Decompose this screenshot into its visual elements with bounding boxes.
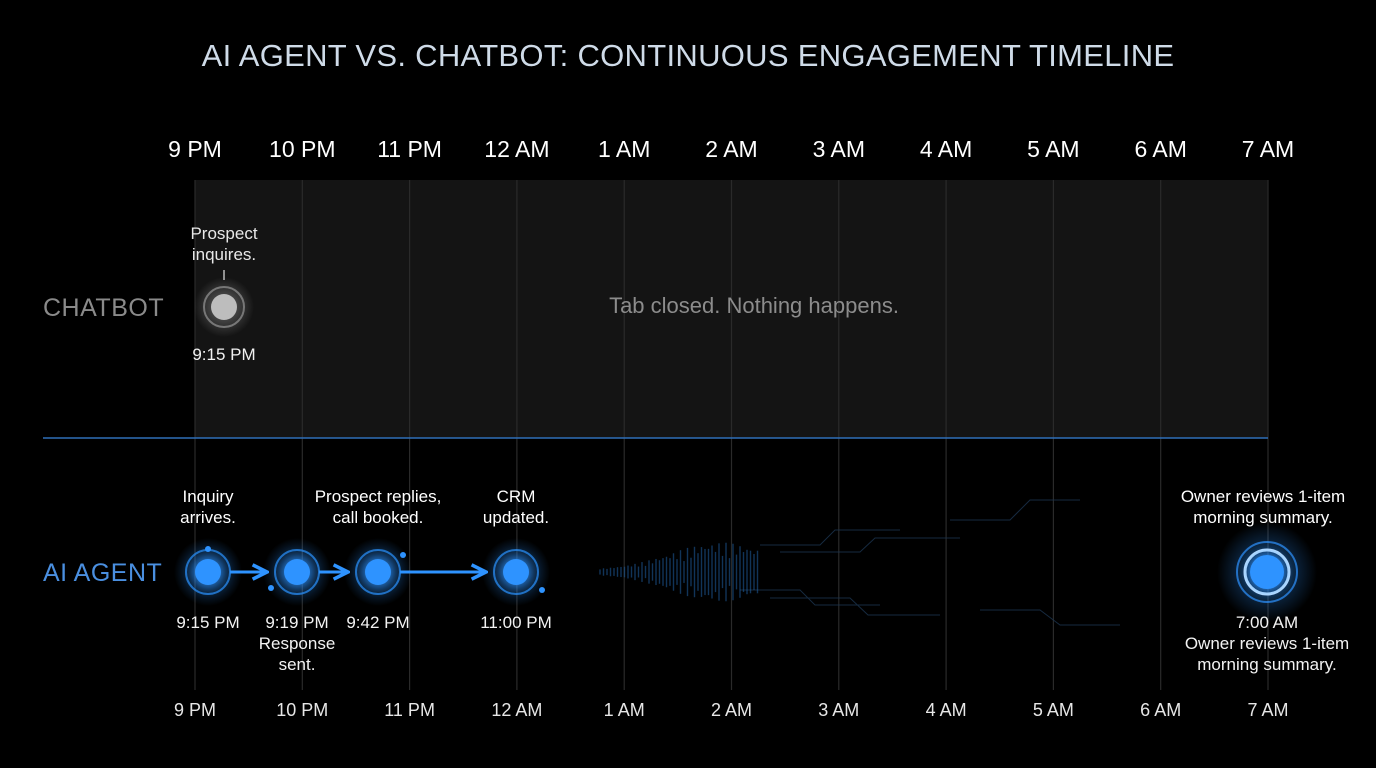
agent-event-label-summary: Owner reviews 1-item morning summary.	[1180, 487, 1346, 527]
top-tick-label: 5 AM	[1027, 136, 1080, 162]
bottom-tick-label: 11 PM	[384, 700, 435, 720]
node-dot	[503, 559, 529, 585]
top-tick-label: 6 AM	[1134, 136, 1187, 162]
chatbot-event-ring	[203, 286, 245, 328]
bottom-tick-label: 12 AM	[491, 700, 543, 720]
node-outer-ring	[355, 549, 401, 595]
orbit-dot	[268, 585, 274, 591]
agent-event-label-replies: Prospect replies, call booked.	[314, 487, 442, 527]
agent-event-label-inquiry: Inquiry arrives.	[180, 487, 236, 527]
agent-row-label: AI AGENT	[43, 559, 163, 587]
chatbot-event-time: 9:15 PM	[192, 345, 256, 364]
orbit-dot	[400, 552, 406, 558]
circuit-texture	[740, 499, 1120, 626]
bottom-tick-label: 5 AM	[1032, 700, 1074, 720]
bottom-tick-label: 2 AM	[710, 700, 753, 720]
top-tick-label: 3 AM	[812, 136, 866, 162]
agent-event-time-inquiry: 9:15 PM	[176, 613, 240, 632]
node-outer-ring	[1236, 541, 1298, 603]
agent-event-label-crm: CRM updated.	[482, 487, 550, 527]
chatbot-event-label: Prospect inquires.	[190, 224, 258, 264]
diagram-title: AI AGENT VS. CHATBOT: CONTINUOUS ENGAGEM…	[201, 38, 1175, 73]
top-tick-label: 11 PM	[377, 136, 442, 162]
bottom-tick-label: 6 AM	[1140, 700, 1182, 720]
orbit-dot	[205, 546, 211, 552]
agent-event-node	[344, 538, 412, 606]
top-tick-label: 7 AM	[1241, 136, 1295, 162]
agent-event-time-replies: 9:42 PM	[346, 613, 410, 632]
top-tick-label: 12 AM	[484, 136, 550, 162]
agent-event-time-crm: 11:00 PM	[480, 613, 552, 632]
top-tick-label: 2 AM	[705, 136, 758, 162]
bottom-tick-label: 9 PM	[173, 700, 217, 720]
bottom-tick-label: 3 AM	[818, 700, 860, 720]
bottom-tick-label: 1 AM	[603, 700, 645, 720]
orbit-dot	[539, 587, 545, 593]
top-tick-label: 10 PM	[269, 136, 336, 162]
node-dot	[365, 559, 391, 585]
bottom-tick-label: 7 AM	[1247, 700, 1289, 720]
node-outer-ring	[493, 549, 539, 595]
agent-event-time-response: 9:19 PM Response sent.	[258, 613, 336, 674]
bottom-tick-label: 4 AM	[925, 700, 967, 720]
top-tick-label: 9 PM	[168, 136, 222, 162]
agent-event-node	[1217, 522, 1317, 622]
chatbot-row-label: CHATBOT	[43, 294, 165, 322]
agent-event-time-summary: 7:00 AM Owner reviews 1-item morning sum…	[1184, 613, 1350, 674]
chatbot-event-dot	[211, 294, 237, 320]
agent-event-node	[174, 538, 242, 606]
agent-event-node	[263, 538, 331, 606]
agent-event-node	[482, 538, 550, 606]
agent-event-nodes	[174, 522, 1317, 622]
top-tick-label: 4 AM	[919, 136, 973, 162]
node-dot	[195, 559, 221, 585]
node-inner-ring	[1243, 548, 1291, 596]
node-outer-ring	[274, 549, 320, 595]
node-dot	[284, 559, 310, 585]
chatbot-status-text: Tab closed. Nothing happens.	[609, 293, 899, 318]
bottom-tick-label: 10 PM	[276, 700, 329, 720]
node-dot	[1250, 555, 1284, 589]
top-tick-label: 1 AM	[597, 136, 651, 162]
